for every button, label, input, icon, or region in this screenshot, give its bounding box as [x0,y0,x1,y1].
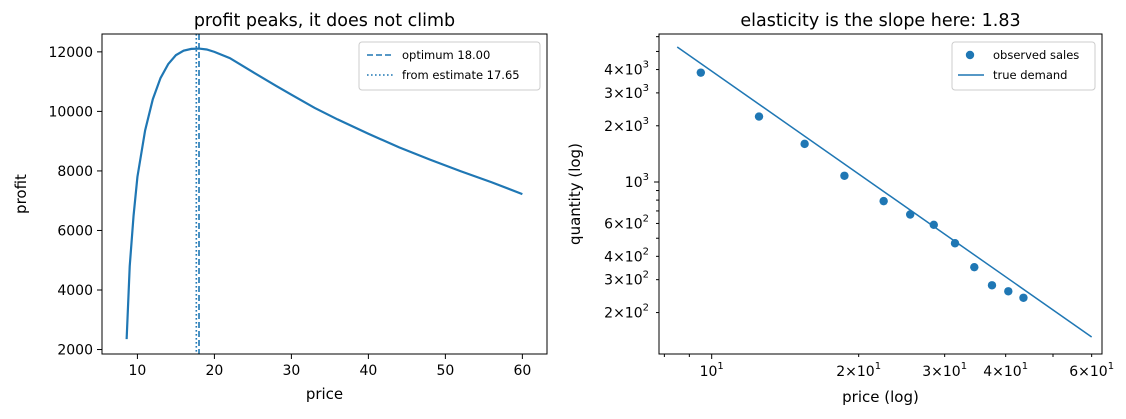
x-tick-label: 50 [436,363,454,379]
x-tick-label: 2×101 [836,361,881,380]
y-axis-label: profit [12,174,30,214]
observed-sales-point [929,220,938,230]
observed-sales-point [696,68,706,77]
legend-label: optimum 18.00 [402,48,490,62]
observed-sales-point [840,171,849,180]
y-tick-label: 3×102 [604,270,649,289]
y-tick-label: 8000 [57,164,93,180]
x-axis-label: price [306,385,343,403]
y-tick-label: 6×102 [604,213,649,232]
legend-box [951,41,1096,91]
observed-sales-point [754,112,764,121]
observed-sales-point [905,210,915,219]
x-tick-label: 6×101 [1069,361,1114,380]
profit-axes-frame [101,33,548,355]
x-tick-label: 30 [282,363,300,379]
x-axis-label: price (log) [842,388,919,406]
observed-sales-point [1019,293,1028,302]
x-tick-label: 4×101 [983,361,1028,380]
y-tick-label: 4000 [57,283,93,299]
observed-sales-point [1004,287,1013,296]
observed-sales-point [950,239,960,248]
y-tick-label: 4×102 [604,246,649,265]
legend-label: observed sales [993,48,1079,62]
legend-box [358,41,541,91]
y-tick-label: 10000 [48,104,93,120]
y-tick-label: 3×103 [604,83,649,102]
legend-label: from estimate 17.65 [402,68,520,82]
true-demand-line [676,46,1093,338]
y-tick-label: 2000 [57,343,93,359]
y-tick-label: 4×103 [604,60,649,79]
x-tick-label: 20 [205,363,223,379]
observed-sales-point [970,262,979,272]
observed-sales-point [987,281,997,290]
x-tick-label: 60 [513,363,531,379]
x-tick-label: 10 [129,363,147,379]
demand-axes-frame [658,33,1103,355]
observed-sales-point [879,196,888,206]
profit-curve [125,47,523,340]
legend-label: true demand [993,68,1067,82]
y-tick-label: 2×102 [604,303,649,322]
observed-sales-point [800,139,809,149]
chart-title: elasticity is the slope here: 1.83 [740,11,1020,31]
x-tick-label: 40 [359,363,377,379]
x-tick-label: 101 [700,361,724,380]
x-tick-label: 3×101 [922,361,967,380]
y-tick-label: 6000 [57,223,93,239]
legend-swatch [965,50,975,60]
y-tick-label: 103 [625,172,649,191]
y-tick-label: 2×103 [604,116,649,135]
chart-title: profit peaks, it does not climb [194,11,455,31]
y-axis-label: quantity (log) [566,143,584,245]
y-tick-label: 12000 [48,45,93,61]
